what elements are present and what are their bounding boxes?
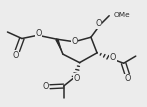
Text: O: O xyxy=(110,53,116,62)
Text: O: O xyxy=(35,29,42,38)
Text: O: O xyxy=(73,74,80,83)
Text: O: O xyxy=(42,82,49,91)
Text: O: O xyxy=(71,37,77,46)
Text: O: O xyxy=(95,19,102,28)
Text: OMe: OMe xyxy=(114,12,130,18)
Text: O: O xyxy=(13,51,19,60)
Text: O: O xyxy=(125,74,131,83)
Polygon shape xyxy=(55,39,63,54)
